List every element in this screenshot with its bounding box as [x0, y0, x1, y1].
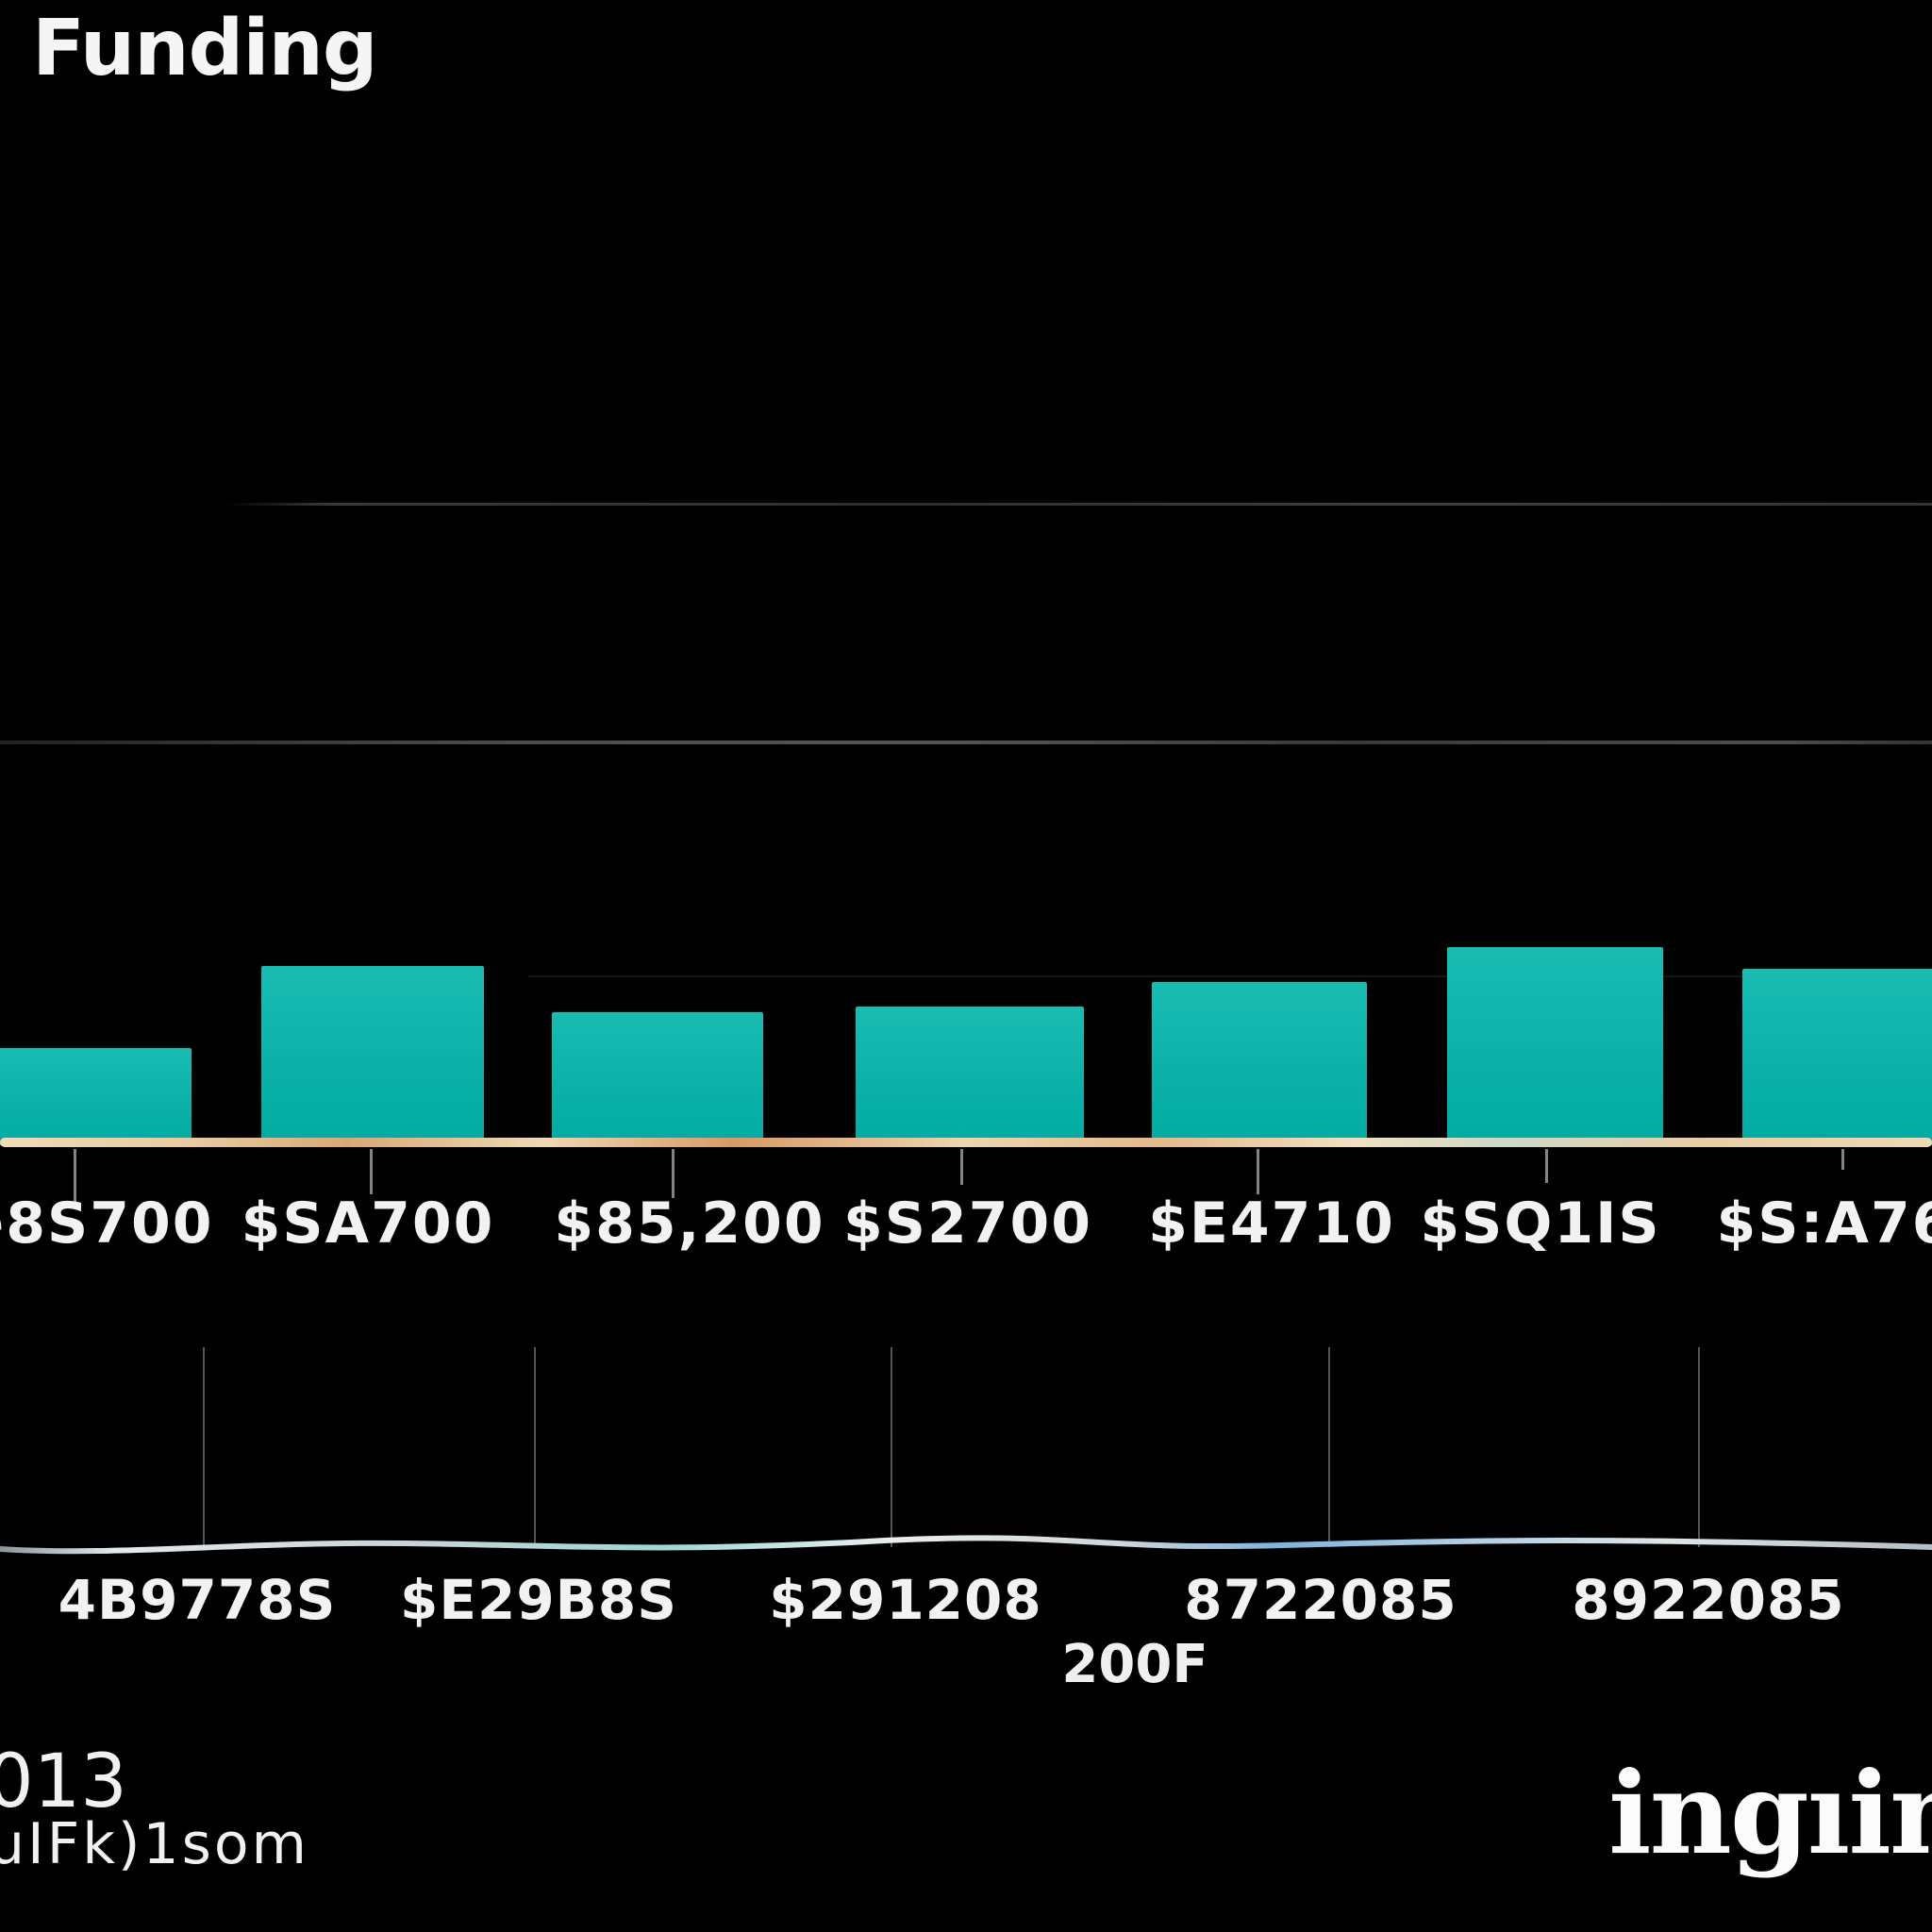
axis2-tick: [203, 1347, 205, 1547]
bar-value-label: $S:A76: [1716, 1191, 1932, 1257]
bar: [1742, 969, 1932, 1145]
axis2-tick: [1328, 1347, 1330, 1547]
bar: [856, 1007, 1084, 1145]
axis1-tick: [370, 1149, 373, 1194]
bar: [1152, 982, 1367, 1145]
grid-line-upper: [226, 503, 1932, 506]
grid-line-faint: [528, 975, 1932, 977]
bar-value-label: $85,200: [554, 1191, 825, 1257]
bar-value-label: $S2700: [843, 1191, 1092, 1257]
axis2-tick: [1698, 1347, 1700, 1547]
source-line-2: uIFk)1som: [0, 1811, 309, 1877]
source-line-1: 013: [0, 1740, 127, 1824]
bar-value-label: $E4710: [1148, 1191, 1395, 1257]
bar: [0, 1048, 192, 1145]
bar-value-label: $SA700: [241, 1191, 495, 1257]
axis1-tick: [1841, 1149, 1844, 1170]
axis1-tick: [1545, 1149, 1548, 1183]
x-axis-baseline: [0, 1138, 1932, 1147]
bar: [552, 1012, 763, 1145]
bar: [261, 966, 484, 1145]
axis2-label: $E29B8S: [399, 1568, 678, 1632]
axis1-tick: [1257, 1149, 1259, 1194]
brand-logo: ingıin: [1608, 1747, 1932, 1880]
axis1-tick: [960, 1149, 963, 1185]
bar-value-label: $SQ1IS: [1420, 1191, 1661, 1257]
axis2-label: 8722085: [1184, 1568, 1457, 1632]
axis2-label: 4B9778S: [58, 1568, 337, 1632]
axis1-tick: [672, 1149, 675, 1198]
chart-title: Funding: [32, 4, 378, 93]
axis-line-path: [0, 1535, 1932, 1555]
grid-line-lower: [0, 741, 1932, 744]
x-axis-secondary-line: [0, 1535, 1932, 1555]
bar: [1447, 947, 1663, 1145]
axis2-tick: [891, 1347, 892, 1547]
axis-caption: 200F: [1061, 1634, 1208, 1695]
axis2-label: 8922085: [1572, 1568, 1845, 1632]
axis2-label: $291208: [769, 1568, 1042, 1632]
bar-value-label: e8S700: [0, 1191, 214, 1257]
axis1-tick: [74, 1149, 76, 1204]
axis2-tick: [534, 1347, 536, 1547]
